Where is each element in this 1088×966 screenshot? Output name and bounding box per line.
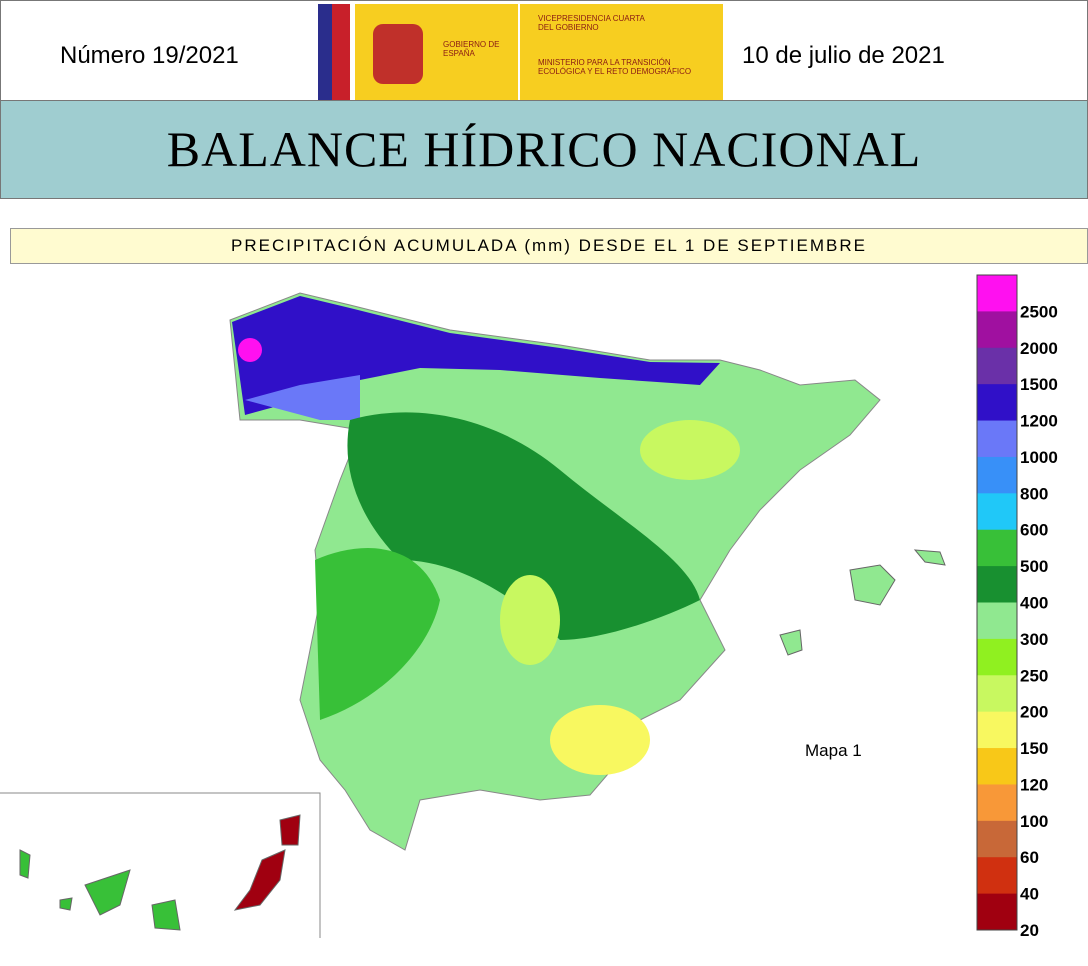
legend-swatch [977, 493, 1017, 531]
legend-label: 2000 [1020, 339, 1058, 358]
legend-label: 60 [1020, 848, 1039, 867]
canaries-dry [233, 814, 301, 911]
legend-swatch [977, 566, 1017, 603]
legend-label: 400 [1020, 594, 1048, 613]
legend-swatch [977, 638, 1017, 676]
legend-label: 1200 [1020, 412, 1058, 431]
logo-text: MINISTERIO PARA LA TRANSICIÓN ECOLÓGICA … [538, 58, 692, 76]
legend-swatch [977, 420, 1017, 458]
legend-label: 20 [1020, 921, 1039, 940]
legend-label: 100 [1020, 812, 1048, 831]
canaries-frame [0, 792, 321, 938]
legend-swatch [977, 384, 1017, 422]
west-zone [315, 548, 440, 720]
legend-swatch [977, 347, 1017, 385]
legend-label: 1500 [1020, 375, 1058, 394]
dry-southeast [550, 705, 650, 775]
issue-date: 10 de julio de 2021 [742, 42, 945, 69]
logo: GOBIERNO DE ESPAÑA VICEPRESIDENCIA CUART… [318, 4, 723, 104]
legend-label: 500 [1020, 557, 1048, 576]
map-title: PRECIPITACIÓN ACUMULADA (mm) DESDE EL 1 … [10, 228, 1088, 264]
logo-text: GOBIERNO DE ESPAÑA [443, 40, 500, 58]
legend-swatch [977, 857, 1017, 895]
issue-number: Número 19/2021 [60, 42, 239, 69]
legend-swatch [977, 784, 1017, 822]
canaries [19, 849, 181, 931]
legend-label: 40 [1020, 885, 1039, 904]
legend-swatch [977, 820, 1017, 858]
legend-swatch [977, 748, 1017, 785]
legend-swatch [977, 711, 1017, 749]
legend-label: 200 [1020, 703, 1048, 722]
legend-swatch [977, 311, 1017, 349]
legend-label: 800 [1020, 484, 1048, 503]
balearics [779, 549, 946, 656]
legend-label: 250 [1020, 666, 1048, 685]
max-spot [238, 338, 262, 362]
legend-label: 2500 [1020, 302, 1058, 321]
legend-label: 120 [1020, 775, 1048, 794]
page-title: BALANCE HÍDRICO NACIONAL [0, 100, 1088, 199]
dry-center [500, 575, 560, 665]
wet-northwest [245, 375, 360, 420]
legend-swatch [977, 456, 1017, 494]
logo-text: VICEPRESIDENCIA CUARTA DEL GOBIERNO [538, 14, 645, 32]
dry-east [640, 420, 740, 480]
legend-label: 600 [1020, 521, 1048, 540]
legend-label: 300 [1020, 630, 1048, 649]
legend-swatch [977, 675, 1017, 713]
legend-swatch [977, 275, 1017, 312]
wet-north [232, 296, 720, 415]
map-label: Mapa 1 [805, 741, 862, 760]
legend-swatch [977, 602, 1017, 640]
legend-swatch [977, 893, 1017, 931]
green-zone [347, 412, 700, 640]
legend-label: 150 [1020, 739, 1048, 758]
legend-label: 1000 [1020, 448, 1058, 467]
legend: 2500 2000 1500 1200 1000 800 600 500 400 300 250 20… [976, 274, 1058, 940]
legend-border [976, 274, 1018, 931]
legend-swatch [977, 529, 1017, 567]
